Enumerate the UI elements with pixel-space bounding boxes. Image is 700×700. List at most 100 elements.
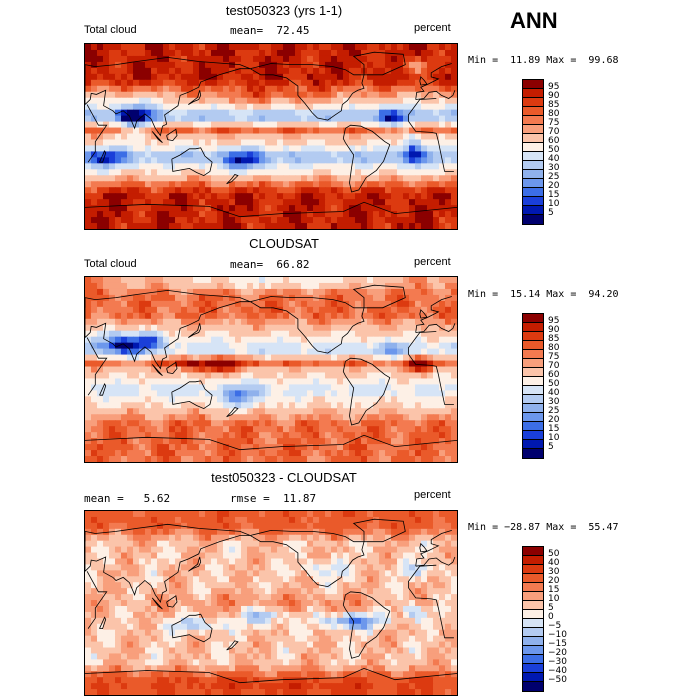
field-cell [427,366,434,374]
field-cell [217,384,224,391]
field-cell [85,324,92,332]
field-cell [277,342,284,350]
field-cell [241,169,248,176]
field-cell [169,414,176,421]
field-cell [313,372,320,380]
field-cell [241,456,248,462]
field-cell [301,336,308,344]
field-cell [139,348,146,356]
field-cell [211,91,218,99]
field-cell [127,522,134,530]
field-cell [229,103,236,111]
field-cell [271,366,278,374]
field-cell [373,336,380,344]
field-cell [421,516,428,524]
field-cell [445,55,452,63]
field-cell [139,187,146,194]
field-cell [367,444,374,451]
field-cell [385,217,392,224]
field-cell [445,360,452,368]
field-cell [211,546,218,554]
field-cell [271,294,278,302]
field-cell [391,528,398,536]
field-cell [271,576,278,583]
field-cell [439,49,446,57]
field-cell [271,588,278,595]
field-cell [241,163,248,170]
field-cell [127,432,134,439]
field-cell [409,223,416,229]
field-cell [265,67,272,75]
field-cell [205,570,212,577]
field-cell [157,139,164,147]
field-cell [415,277,422,284]
field-cell [103,594,110,601]
field-cell [241,354,248,362]
field-cell [391,312,398,320]
field-cell [289,534,296,542]
field-cell [193,133,200,141]
field-cell [289,576,296,583]
field-cell [397,294,404,302]
field-cell [403,145,410,153]
field-cell [175,223,182,229]
colorbar-swatch [523,368,543,377]
field-cell [241,318,248,326]
field-cell [433,558,440,566]
field-cell [385,582,392,589]
field-cell [85,205,92,212]
field-cell [109,163,116,170]
field-cell [331,97,338,105]
field-cell [151,217,158,224]
field-cell [127,277,134,284]
field-cell [121,115,128,123]
field-cell [181,67,188,75]
field-cell [307,588,314,595]
field-cell [355,318,362,326]
field-cell [181,318,188,326]
field-cell [361,73,368,81]
field-cell [187,91,194,99]
field-cell [301,552,308,560]
field-cell [163,570,170,577]
field-cell [307,277,314,284]
colorbar-swatch [523,89,543,98]
field-cell [379,306,386,314]
field-cell [343,372,350,380]
field-cell [295,414,302,421]
field-cell [85,354,92,362]
field-cell [421,133,428,141]
colorbar-tick-label: 80 [548,109,560,119]
field-cell [451,181,457,188]
field-cell [271,282,278,290]
field-cell [265,564,272,571]
field-cell [295,600,302,607]
field-cell [127,223,134,229]
field-cell [121,522,128,530]
field-cell [109,211,116,218]
field-cell [379,44,386,51]
field-cell [295,97,302,105]
field-cell [133,444,140,451]
field-cell [217,73,224,81]
field-cell [451,318,457,326]
field-cell [313,175,320,182]
field-cell [451,522,457,530]
field-cell [235,511,242,518]
field-cell [145,552,152,560]
field-cell [121,582,128,589]
field-cell [313,511,320,518]
field-cell [187,109,194,117]
field-cell [163,456,170,462]
field-cell [433,511,440,518]
field-cell [319,139,326,147]
field-cell [373,444,380,451]
field-cell [433,432,440,439]
field-cell [169,49,176,57]
field-cell [199,432,206,439]
field-cell [289,582,296,589]
field-cell [175,528,182,536]
field-cell [235,408,242,415]
field-cell [235,432,242,439]
field-cell [295,103,302,111]
